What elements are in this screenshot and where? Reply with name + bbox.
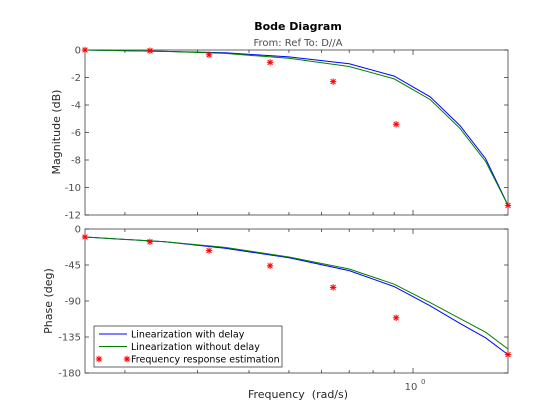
mag-estimation-point bbox=[205, 51, 213, 59]
mag-estimation-point bbox=[504, 202, 512, 209]
phase-ytick-label: -90 bbox=[65, 297, 81, 308]
mag-estimation-point bbox=[266, 59, 274, 66]
phase-series-without-delay bbox=[84, 236, 509, 350]
mag-ytick-label: -10 bbox=[65, 183, 81, 194]
mag-plot-frame bbox=[84, 49, 509, 216]
phase-series-estimation bbox=[81, 233, 512, 358]
xtick-label-exponent: 0 bbox=[421, 378, 425, 386]
legend-swatch-estimation bbox=[95, 355, 103, 363]
phase-ytick-label: -45 bbox=[65, 261, 81, 272]
mag-estimation-point bbox=[146, 47, 154, 54]
legend-label: Frequency response estimation bbox=[131, 355, 280, 366]
mag-ytick-label: -4 bbox=[71, 101, 81, 112]
phase-estimation-point bbox=[504, 351, 512, 358]
xtick-label: 10 bbox=[405, 382, 418, 393]
phase-estimation-point bbox=[266, 262, 274, 269]
phase-estimation-point bbox=[392, 314, 400, 321]
frequency-axis-label: Frequency (rad/s) bbox=[248, 388, 348, 401]
mag-series-estimation bbox=[81, 46, 512, 209]
magnitude-panel: 0 -2 -4 -6 -8 -10 -12 bbox=[65, 46, 512, 222]
mag-estimation-point bbox=[392, 121, 400, 128]
phase-ytick-label: -180 bbox=[58, 369, 81, 380]
chart-title: Bode Diagram bbox=[254, 20, 342, 33]
mag-ytick-label: -12 bbox=[65, 211, 81, 222]
phase-estimation-point bbox=[329, 284, 337, 291]
legend-label: Linearization without delay bbox=[131, 342, 260, 353]
phase-estimation-point bbox=[205, 247, 213, 254]
phase-estimation-point bbox=[146, 238, 154, 245]
phase-ytick-label: 0 bbox=[75, 225, 81, 236]
mag-series-without-delay bbox=[84, 49, 509, 206]
phase-axis-label: Phase (deg) bbox=[42, 268, 55, 334]
mag-ytick-label: -2 bbox=[71, 73, 81, 84]
phase-ytick-label: -135 bbox=[58, 333, 81, 344]
mag-ytick-label: -6 bbox=[71, 128, 81, 139]
mag-ytick-label: -8 bbox=[71, 156, 81, 167]
mag-ytick-label: 0 bbox=[75, 46, 81, 57]
magnitude-axis-label: Magnitude (dB) bbox=[50, 90, 63, 175]
mag-estimation-point bbox=[329, 78, 337, 85]
chart-subtitle: From: Ref To: D//A bbox=[253, 38, 342, 49]
phase-estimation-point bbox=[81, 233, 89, 241]
mag-estimation-point bbox=[81, 46, 89, 54]
legend-swatch-estimation bbox=[123, 355, 131, 363]
legend-label: Linearization with delay bbox=[131, 330, 245, 341]
